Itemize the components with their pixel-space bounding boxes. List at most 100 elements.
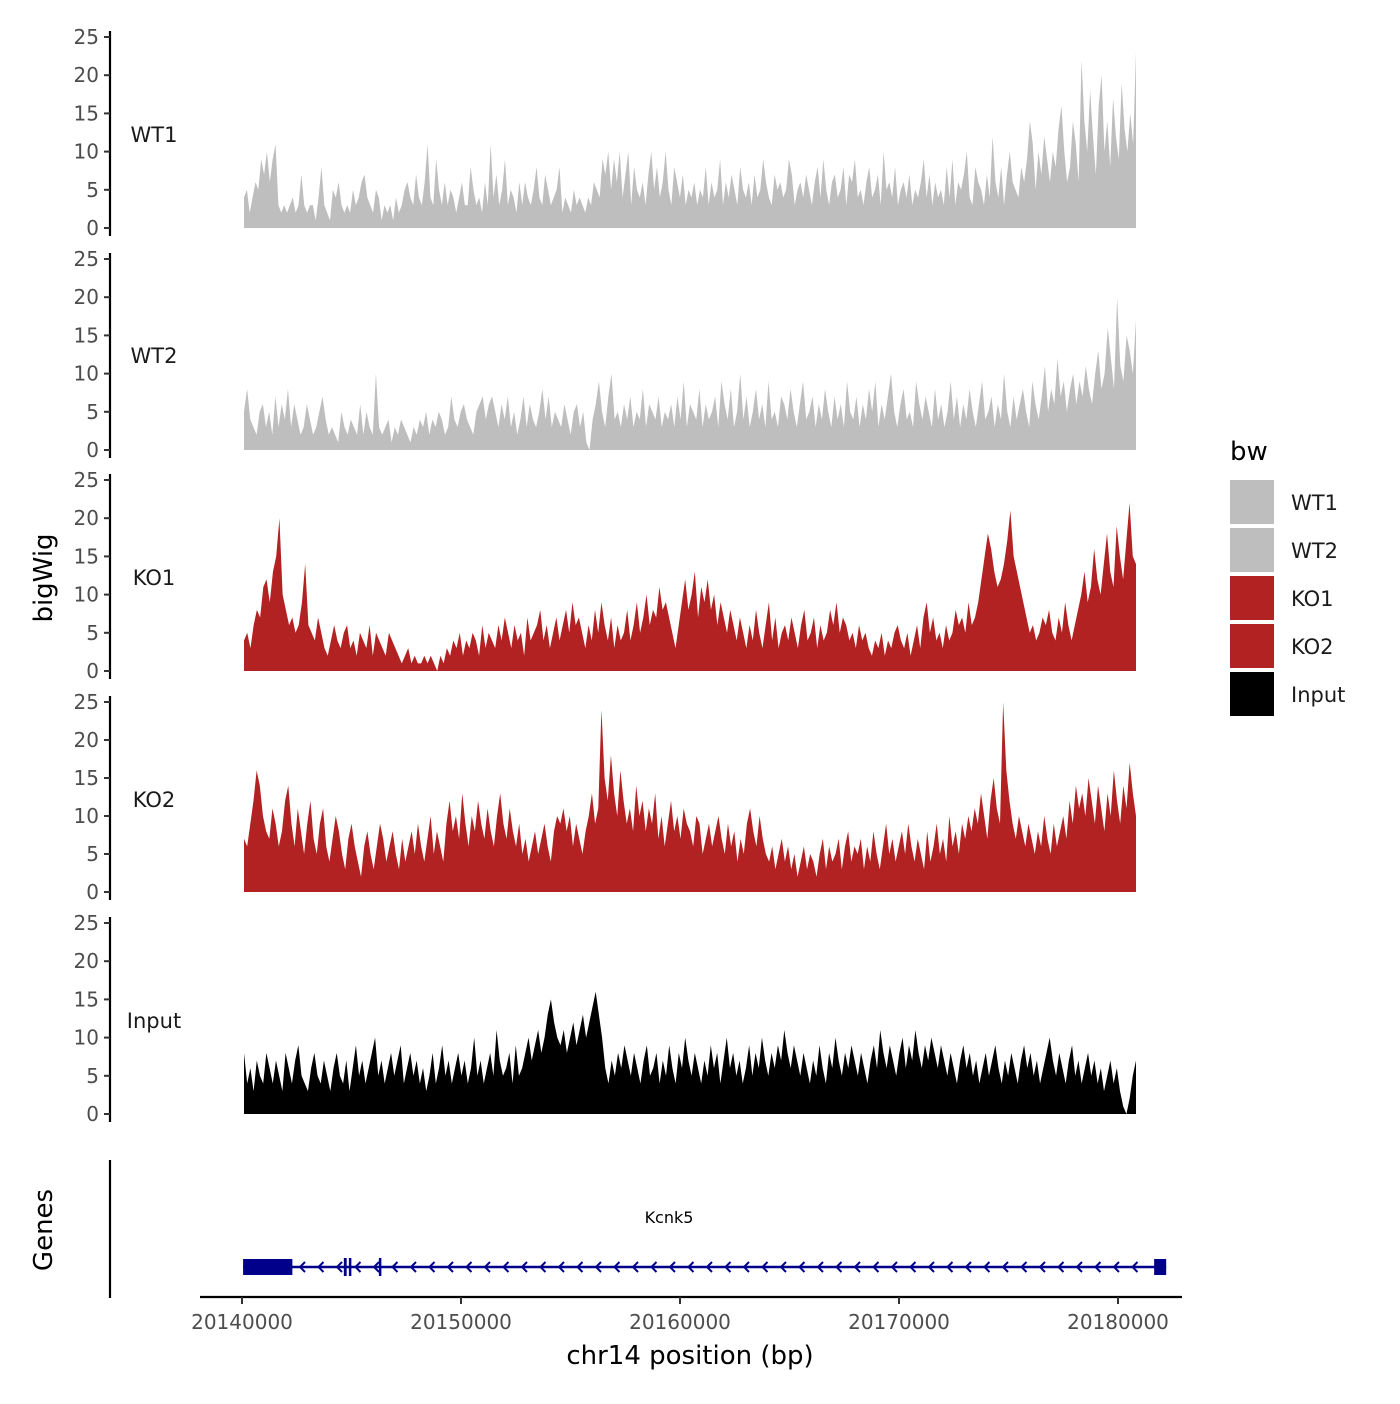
strand-arrow bbox=[335, 1261, 343, 1273]
strand-arrow bbox=[1020, 1261, 1028, 1273]
strand-arrow bbox=[909, 1261, 917, 1273]
legend-swatch-input bbox=[1230, 672, 1274, 716]
track-label-ko1: KO1 bbox=[133, 566, 176, 590]
y-tick-label: 15 bbox=[74, 544, 99, 568]
strand-arrow bbox=[1001, 1261, 1009, 1273]
strand-arrow bbox=[502, 1261, 510, 1273]
track-ko1: 0 5 10 15 20 25 KO1 bbox=[74, 468, 1136, 683]
y-tick-label: 0 bbox=[86, 1102, 99, 1126]
strand-arrow bbox=[668, 1261, 676, 1273]
track-input: 0 5 10 15 20 25 Input bbox=[74, 911, 1136, 1126]
y-axis-title: bigWig bbox=[29, 533, 59, 622]
strand-arrow bbox=[354, 1261, 362, 1273]
y-tick-label: 5 bbox=[86, 621, 99, 645]
y-tick-label: 15 bbox=[74, 323, 99, 347]
legend-swatch-ko1 bbox=[1230, 576, 1274, 620]
strand-arrow bbox=[391, 1261, 399, 1273]
y-tick-label: 0 bbox=[86, 216, 99, 240]
strand-arrow bbox=[1057, 1261, 1065, 1273]
strand-arrow bbox=[557, 1261, 565, 1273]
strand-arrow bbox=[428, 1261, 436, 1273]
y-tick-label: 25 bbox=[74, 911, 99, 935]
track-ko2: 0 5 10 15 20 25 KO2 bbox=[74, 690, 1136, 904]
signal-area-ko1 bbox=[244, 502, 1136, 671]
strand-arrow bbox=[1094, 1261, 1102, 1273]
track-label-wt2: WT2 bbox=[131, 344, 178, 368]
y-tick-label: 20 bbox=[74, 728, 99, 752]
track-wt2: 0 5 10 15 20 25 WT2 bbox=[74, 247, 1136, 462]
y-tick-label: 10 bbox=[74, 804, 99, 828]
strand-arrow bbox=[742, 1261, 750, 1273]
legend-swatch-ko2 bbox=[1230, 624, 1274, 668]
strand-arrow bbox=[687, 1261, 695, 1273]
strand-arrow bbox=[1038, 1261, 1046, 1273]
y-tick-label: 20 bbox=[74, 506, 99, 530]
strand-arrow bbox=[372, 1261, 380, 1273]
y-tick-label: 10 bbox=[74, 583, 99, 607]
legend: bw WT1 WT2 KO1 KO2 Input bbox=[1230, 437, 1345, 716]
bigwig-tracks: 0510152025WT10510152025WT20510152025KO10… bbox=[74, 25, 1136, 1126]
strand-arrow bbox=[576, 1261, 584, 1273]
signal-area-ko2 bbox=[244, 702, 1136, 892]
y-tick-label: 5 bbox=[86, 400, 99, 424]
strand-arrow bbox=[631, 1261, 639, 1273]
strand-arrow bbox=[650, 1261, 658, 1273]
strand-arrow bbox=[835, 1261, 843, 1273]
track-label-wt1: WT1 bbox=[131, 123, 178, 147]
strand-arrow bbox=[946, 1261, 954, 1273]
y-tick-label: 5 bbox=[86, 178, 99, 202]
strand-arrow bbox=[798, 1261, 806, 1273]
gene-exon bbox=[1154, 1259, 1167, 1275]
y-tick-label: 15 bbox=[74, 766, 99, 790]
y-tick-label: 10 bbox=[74, 1026, 99, 1050]
strand-arrow bbox=[761, 1261, 769, 1273]
strand-arrow bbox=[983, 1261, 991, 1273]
strand-arrow bbox=[724, 1261, 732, 1273]
strand-arrow bbox=[927, 1261, 935, 1273]
x-tick-label: 20170000 bbox=[848, 1310, 950, 1334]
strand-arrow bbox=[317, 1261, 325, 1273]
signal-area-wt2 bbox=[244, 297, 1136, 450]
legend-label-input: Input bbox=[1291, 683, 1345, 707]
legend-swatch-wt2 bbox=[1230, 528, 1274, 572]
legend-label-ko1: KO1 bbox=[1291, 587, 1334, 611]
gene-exon bbox=[243, 1259, 293, 1275]
y-tick-label: 15 bbox=[74, 987, 99, 1011]
strand-arrow bbox=[1131, 1261, 1139, 1273]
y-tick-label: 10 bbox=[74, 362, 99, 386]
signal-area-wt1 bbox=[244, 52, 1136, 228]
strand-arrow bbox=[539, 1261, 547, 1273]
strand-arrow bbox=[964, 1261, 972, 1273]
strand-arrow bbox=[409, 1261, 417, 1273]
strand-arrow bbox=[298, 1261, 306, 1273]
y-tick-label: 20 bbox=[74, 63, 99, 87]
legend-title: bw bbox=[1230, 437, 1268, 467]
y-tick-label: 10 bbox=[74, 140, 99, 164]
gene-exon bbox=[348, 1258, 352, 1276]
strand-arrow bbox=[705, 1261, 713, 1273]
y-tick-label: 25 bbox=[74, 690, 99, 714]
strand-arrow bbox=[816, 1261, 824, 1273]
strand-arrow bbox=[594, 1261, 602, 1273]
track-wt1: 0 5 10 15 20 25 WT1 bbox=[74, 25, 1136, 240]
x-tick-label: 20150000 bbox=[410, 1310, 512, 1334]
strand-arrow bbox=[872, 1261, 880, 1273]
y-tick-label: 25 bbox=[74, 468, 99, 492]
x-axis-title: chr14 position (bp) bbox=[566, 1341, 813, 1371]
y-tick-label: 20 bbox=[74, 949, 99, 973]
gene-name-label: Kcnk5 bbox=[645, 1208, 694, 1227]
strand-arrow bbox=[853, 1261, 861, 1273]
genes-axis-title: Genes bbox=[29, 1189, 59, 1271]
x-tick-label: 20160000 bbox=[629, 1310, 731, 1334]
y-tick-label: 15 bbox=[74, 101, 99, 125]
x-tick-label: 20140000 bbox=[191, 1310, 293, 1334]
y-tick-label: 0 bbox=[86, 880, 99, 904]
strand-arrow bbox=[465, 1261, 473, 1273]
legend-swatch-wt1 bbox=[1230, 480, 1274, 524]
track-label-ko2: KO2 bbox=[133, 788, 176, 812]
legend-label-wt2: WT2 bbox=[1291, 539, 1338, 563]
y-tick-label: 0 bbox=[86, 659, 99, 683]
strand-arrow bbox=[520, 1261, 528, 1273]
